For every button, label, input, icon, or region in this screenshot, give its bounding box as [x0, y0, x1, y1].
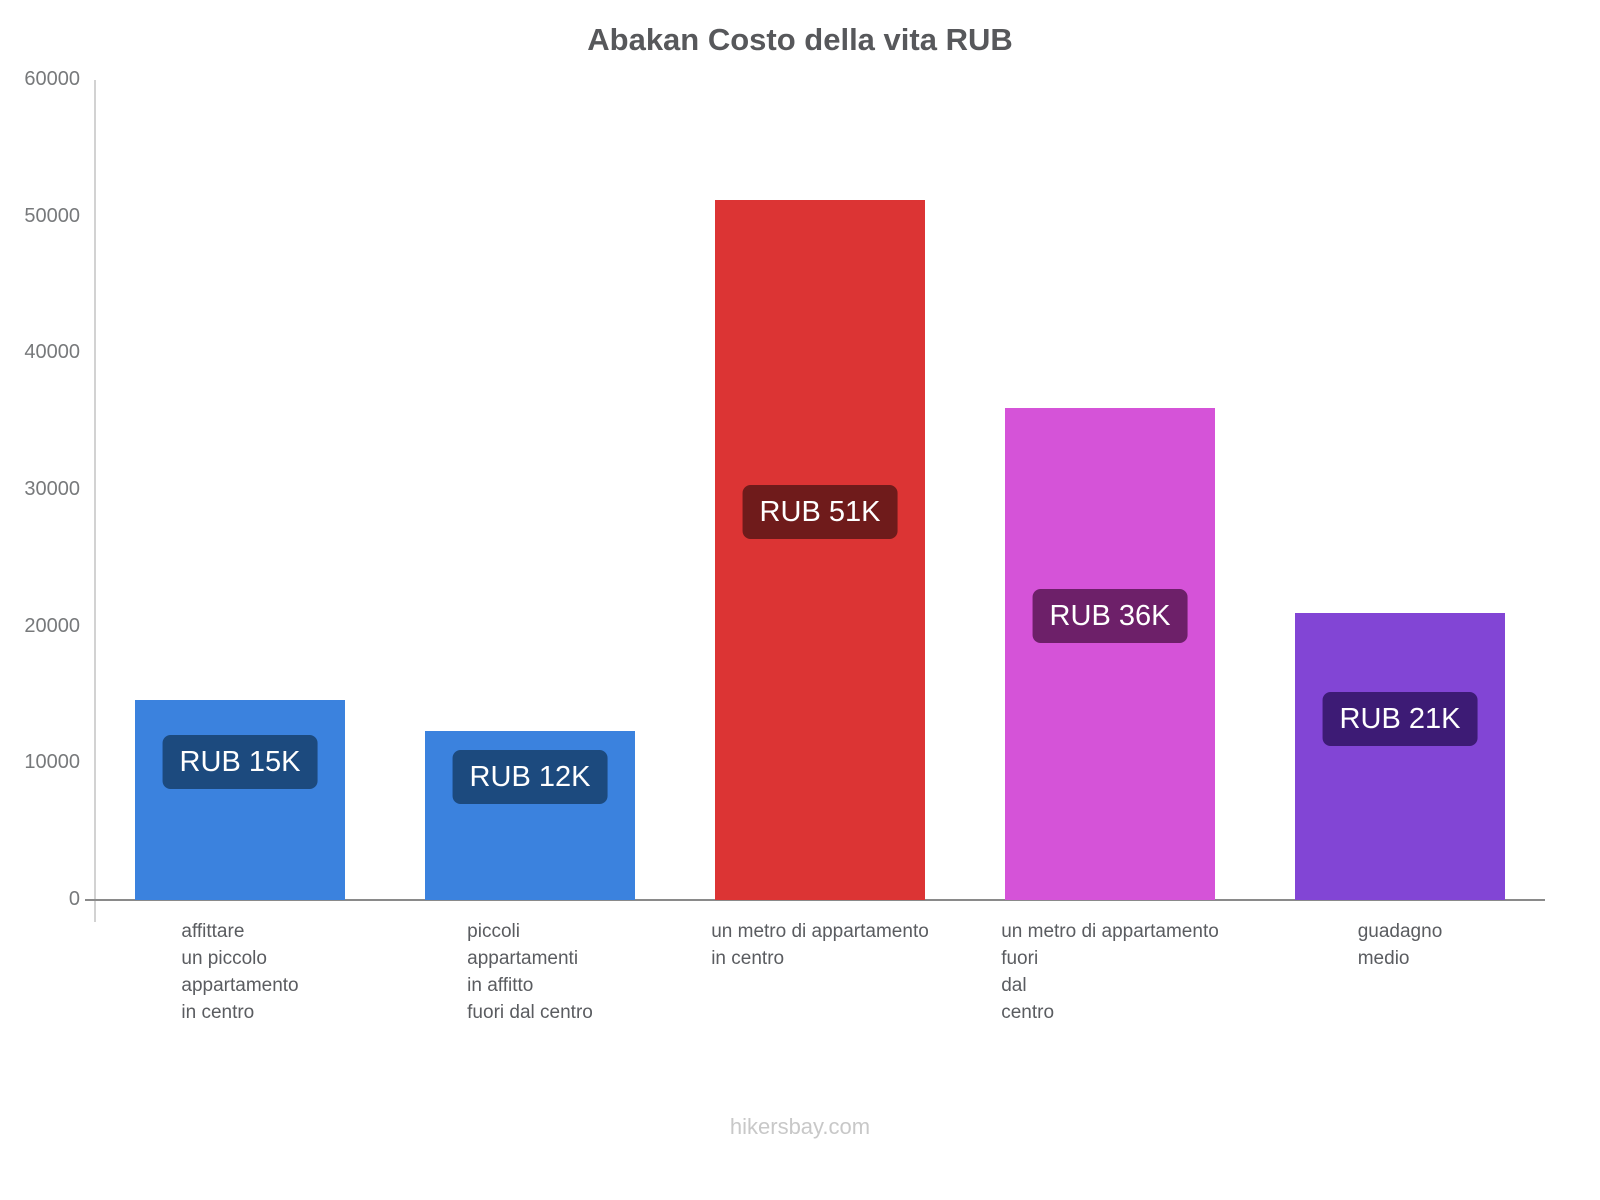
watermark-hikersbay: hikersbay.com — [729, 1114, 871, 1139]
x-axis-category-label: un metro di appartamento in centro — [711, 918, 929, 972]
x-axis-category-label-line: un metro di appartamento — [1001, 921, 1219, 942]
x-axis-baseline — [85, 899, 1545, 901]
y-axis-tick-label: 0 — [68, 888, 80, 910]
x-axis-category-label-line: piccoli — [467, 921, 520, 942]
y-axis-tick-label: 40000 — [24, 341, 80, 364]
bar-4: RUB 36K — [1005, 408, 1215, 900]
x-axis-category-label-line: in centro — [711, 948, 785, 969]
bar-value-label: RUB 36K — [1032, 589, 1188, 643]
bar-value-label: RUB 51K — [742, 485, 898, 540]
y-axis-tick-label: 10000 — [24, 751, 80, 774]
x-axis-category-label-line: fuori — [1001, 948, 1039, 969]
x-axis-category-label-line: medio — [1357, 948, 1410, 969]
x-axis-category-label-line: fuori dal centro — [467, 1002, 593, 1023]
x-axis-category-label-line: un metro di appartamento — [711, 921, 929, 942]
bar-value-label: RUB 21K — [1322, 691, 1478, 746]
x-axis-category-label-line: in affitto — [467, 975, 534, 996]
x-axis-category-label: guadagno medio — [1358, 918, 1443, 972]
y-axis-tick-label: 50000 — [24, 204, 80, 227]
x-axis-category-label-line: guadagno — [1357, 921, 1443, 942]
y-axis-line — [94, 80, 96, 922]
x-axis-category-label-line: centro — [1001, 1002, 1055, 1023]
bar-1: RUB 15K — [135, 700, 345, 900]
bar-3: RUB 51K — [715, 200, 925, 900]
y-axis-tick-label: 30000 — [24, 478, 80, 500]
chart-title: Abakan Costo della vita RUB — [587, 22, 1013, 57]
x-axis-category-label: un metro di appartamento fuori dal centro — [1001, 918, 1219, 1026]
x-axis-category-label-line: un piccolo — [181, 948, 267, 969]
y-axis-tick-label: 20000 — [24, 614, 80, 637]
x-axis-category-label: affittare un piccolo appartamento in centro — [181, 918, 298, 1026]
x-axis-category-label-line: appartamento — [181, 975, 299, 996]
x-axis-category-label-line: dal — [1001, 975, 1027, 996]
y-axis-tick-label: 60000 — [24, 68, 80, 90]
bar-2: RUB 12K — [425, 730, 635, 900]
x-axis-category-label-line: in centro — [181, 1002, 255, 1023]
x-axis-category-label: piccoli appartamenti in affitto fuori dal c… — [467, 918, 593, 1026]
x-axis-category-label-line: affittare — [181, 921, 245, 942]
bar-5: RUB 21K — [1295, 613, 1505, 900]
bar-value-label: RUB 15K — [162, 735, 318, 790]
bar-value-label: RUB 12K — [452, 750, 608, 805]
x-axis-category-label-line: appartamenti — [467, 948, 579, 969]
